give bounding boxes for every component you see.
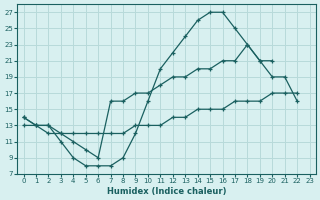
X-axis label: Humidex (Indice chaleur): Humidex (Indice chaleur): [107, 187, 226, 196]
